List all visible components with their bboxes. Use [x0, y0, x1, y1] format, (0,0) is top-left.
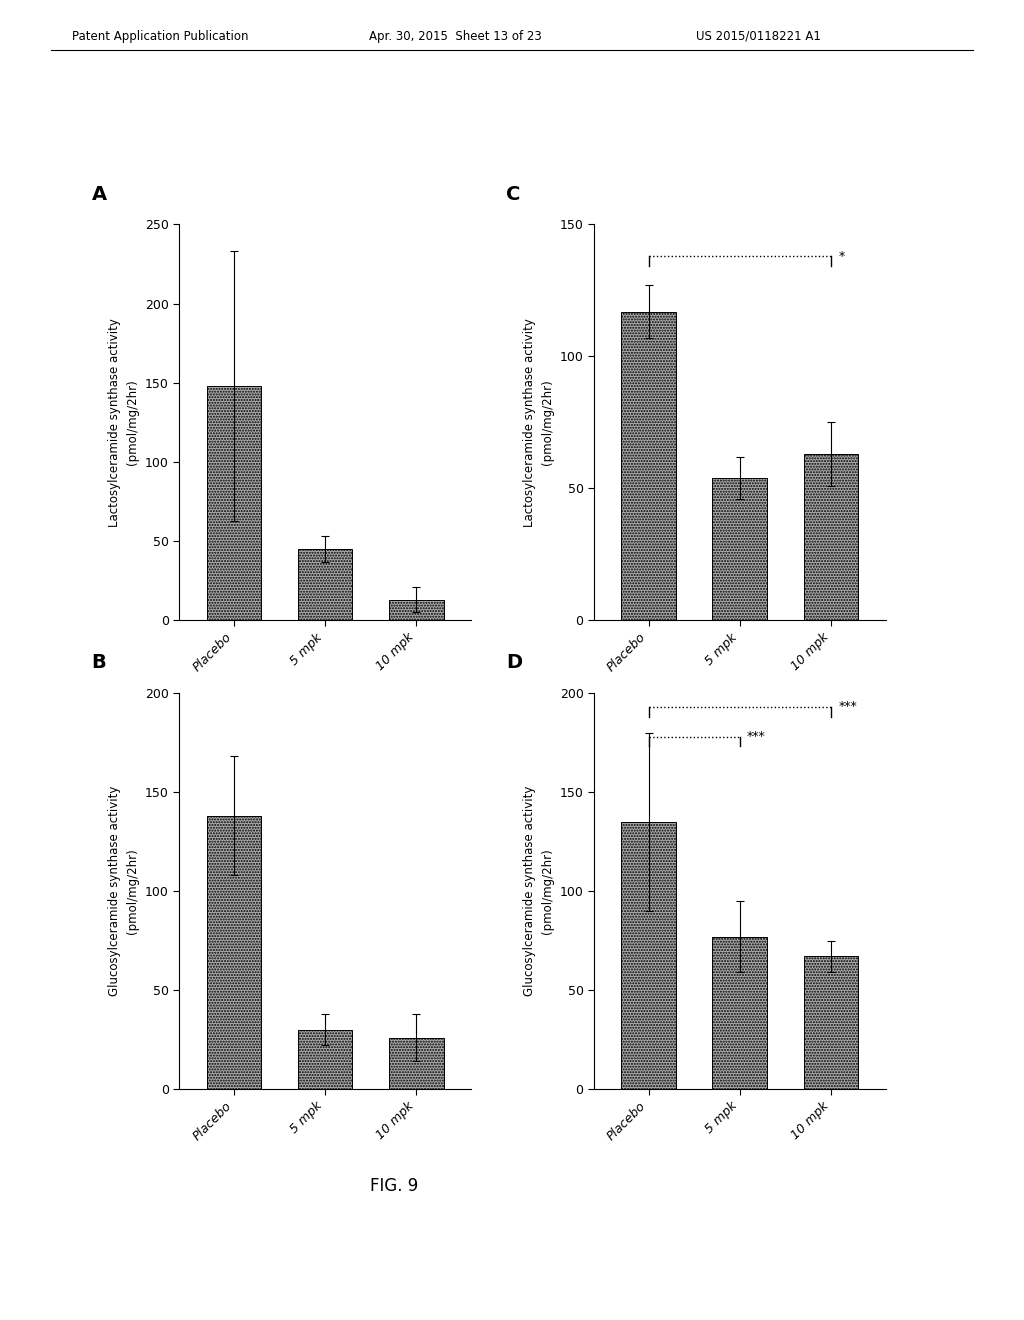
Text: A: A [92, 185, 106, 203]
Text: Patent Application Publication: Patent Application Publication [72, 29, 248, 42]
Text: ***: *** [839, 701, 857, 713]
Bar [298, 549, 352, 620]
Bar [207, 385, 261, 620]
Text: D: D [506, 653, 522, 672]
Y-axis label: Lactosylceramide synthase activity
(pmol/mg/2hr): Lactosylceramide synthase activity (pmol… [109, 318, 139, 527]
Text: US 2015/0118221 A1: US 2015/0118221 A1 [696, 29, 821, 42]
Y-axis label: Glucosylceramide synthase activity
(pmol/mg/2hr): Glucosylceramide synthase activity (pmol… [109, 785, 139, 997]
Text: C: C [506, 185, 521, 203]
Text: ***: *** [748, 730, 766, 743]
Text: *: * [839, 249, 845, 263]
Bar [389, 599, 443, 620]
Text: FIG. 9: FIG. 9 [370, 1176, 419, 1195]
Bar [622, 312, 676, 620]
Y-axis label: Glucosylceramide synthase activity
(pmol/mg/2hr): Glucosylceramide synthase activity (pmol… [523, 785, 554, 997]
Bar [713, 478, 767, 620]
Bar [207, 816, 261, 1089]
Text: Apr. 30, 2015  Sheet 13 of 23: Apr. 30, 2015 Sheet 13 of 23 [369, 29, 542, 42]
Bar [622, 821, 676, 1089]
Text: B: B [92, 653, 106, 672]
Bar [804, 956, 858, 1089]
Bar [804, 454, 858, 620]
Y-axis label: Lactosylceramide synthase activity
(pmol/mg/2hr): Lactosylceramide synthase activity (pmol… [523, 318, 554, 527]
Bar [713, 937, 767, 1089]
Bar [389, 1038, 443, 1089]
Bar [298, 1030, 352, 1089]
